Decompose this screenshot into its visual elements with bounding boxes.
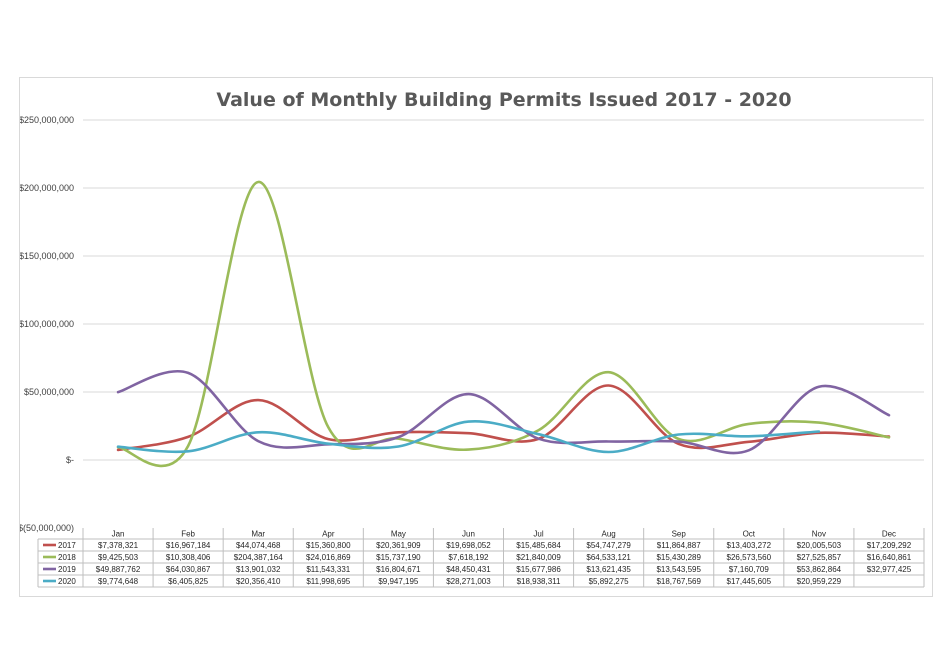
data-label: $54,747,279 — [586, 541, 631, 550]
data-label: $16,640,861 — [867, 553, 912, 562]
data-label: $28,271,003 — [446, 577, 491, 586]
data-label: $9,425,503 — [98, 553, 139, 562]
data-label: $48,450,431 — [446, 565, 491, 574]
data-label: $18,767,569 — [656, 577, 701, 586]
data-label: $24,016,869 — [306, 553, 351, 562]
legend-entry: 2017 — [58, 541, 76, 550]
data-label: $53,862,864 — [797, 565, 842, 574]
data-label: $7,160,709 — [729, 565, 770, 574]
data-label: $64,533,121 — [586, 553, 631, 562]
data-label: $13,901,032 — [236, 565, 281, 574]
chart-frame: Value of Monthly Building Permits Issued… — [19, 77, 933, 597]
data-label: $15,737,190 — [376, 553, 421, 562]
line-chart: Value of Monthly Building Permits Issued… — [20, 89, 925, 588]
data-label: $64,030,867 — [166, 565, 211, 574]
data-label: $20,361,909 — [376, 541, 421, 550]
data-label: $13,621,435 — [586, 565, 631, 574]
data-label: $49,887,762 — [96, 565, 141, 574]
y-tick-label: $50,000,000 — [24, 387, 74, 397]
data-label: $27,525,857 — [797, 553, 842, 562]
y-tick-label: $150,000,000 — [20, 251, 74, 261]
data-label: $7,618,192 — [448, 553, 489, 562]
series-line-2020 — [116, 420, 821, 454]
data-label: $9,947,195 — [378, 577, 419, 586]
data-label: $13,543,595 — [656, 565, 701, 574]
y-tick-label: $250,000,000 — [20, 115, 74, 125]
data-label: $26,573,560 — [727, 553, 772, 562]
data-label: $9,774,648 — [98, 577, 139, 586]
x-tick-label: Dec — [882, 530, 896, 539]
data-label: $15,360,800 — [306, 541, 351, 550]
x-tick-label: May — [391, 530, 406, 539]
data-label: $18,938,311 — [517, 577, 561, 586]
data-label: $11,864,887 — [657, 541, 701, 550]
data-label: $7,378,321 — [98, 541, 139, 550]
data-label: $17,209,292 — [867, 541, 912, 550]
data-label: $44,074,468 — [236, 541, 281, 550]
data-label: $21,840,009 — [516, 553, 561, 562]
x-tick-label: Oct — [743, 530, 756, 539]
data-label: $20,356,410 — [236, 577, 281, 586]
y-tick-label: $- — [66, 455, 74, 465]
legend-entry: 2020 — [58, 577, 76, 586]
series-line-2017 — [116, 384, 891, 452]
x-tick-label: Mar — [251, 530, 265, 539]
data-label: $32,977,425 — [867, 565, 912, 574]
data-label: $20,959,229 — [797, 577, 842, 586]
chart-title: Value of Monthly Building Permits Issued… — [216, 89, 791, 111]
data-label: $13,403,272 — [727, 541, 772, 550]
data-label: $20,005,503 — [797, 541, 842, 550]
y-tick-label: $200,000,000 — [20, 183, 74, 193]
data-label: $16,804,671 — [376, 565, 421, 574]
data-label: $5,892,275 — [589, 577, 630, 586]
y-tick-label: $(50,000,000) — [20, 523, 74, 533]
data-label: $11,998,695 — [306, 577, 350, 586]
data-label: $11,543,331 — [306, 565, 350, 574]
x-tick-label: Sep — [672, 530, 687, 539]
x-tick-label: Apr — [322, 530, 335, 539]
data-label: $10,308,406 — [166, 553, 211, 562]
data-label: $6,405,825 — [168, 577, 209, 586]
legend-entry: 2018 — [58, 553, 76, 562]
data-label: $16,967,184 — [166, 541, 211, 550]
data-label: $19,698,052 — [446, 541, 491, 550]
series-line-2019 — [116, 370, 891, 455]
x-tick-label: Jun — [462, 530, 475, 539]
x-tick-label: Jan — [112, 530, 125, 539]
data-label: $15,485,684 — [516, 541, 561, 550]
x-tick-label: Aug — [602, 530, 616, 539]
x-tick-label: Feb — [181, 530, 195, 539]
y-tick-label: $100,000,000 — [20, 319, 74, 329]
data-label: $15,677,986 — [516, 565, 561, 574]
data-label: $17,445,605 — [727, 577, 772, 586]
data-label: $15,430,289 — [656, 553, 701, 562]
data-label: $204,387,164 — [234, 553, 283, 562]
series-line-2018 — [116, 180, 891, 468]
x-tick-label: Jul — [533, 530, 543, 539]
x-tick-label: Nov — [812, 530, 826, 539]
legend-entry: 2019 — [58, 565, 76, 574]
